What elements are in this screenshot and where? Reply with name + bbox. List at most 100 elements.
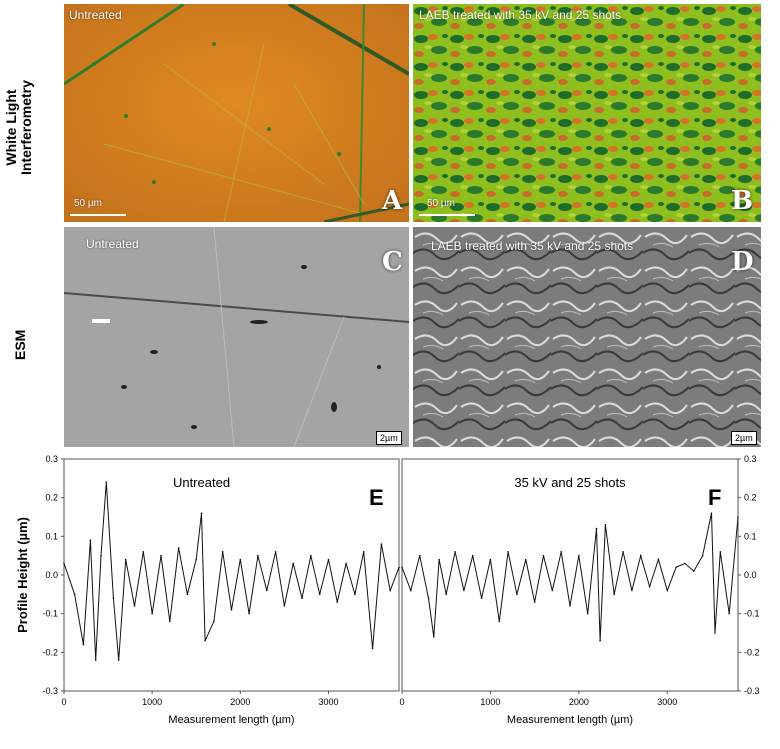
panel-d-scale-label: 2µm: [731, 431, 757, 445]
chart-f-ytick-label: 0.0: [744, 570, 757, 580]
panel-a-image: [64, 4, 409, 222]
chart-e-data-point: [73, 593, 76, 596]
chart-f-data-point: [648, 585, 651, 588]
chart-f-ytick-label: -0.2: [744, 647, 760, 657]
chart-e-panel-letter: E: [369, 485, 384, 510]
chart-e-data-point: [117, 659, 120, 661]
panel-b-image: [413, 4, 761, 222]
panel-c-esm-untreated: Untreated C 2µm: [64, 227, 409, 447]
chart-e-ytick-label: -0.3: [42, 686, 58, 696]
chart-f-data-point: [719, 551, 722, 553]
chart-e-xtick-label: 3000: [318, 697, 338, 707]
chart-f-data-point: [454, 551, 456, 553]
chart-f-data-point: [578, 554, 580, 557]
chart-f-data-point: [445, 593, 448, 596]
row-label-white-light: White Light Interferometry: [3, 80, 34, 175]
chart-e-data-point: [292, 562, 295, 565]
panel-b-wli-treated: LAEB treated with 35 kV and 25 shots B 5…: [413, 4, 761, 222]
panel-c-caption: Untreated: [86, 237, 139, 251]
chart-f-data-point: [701, 554, 704, 557]
chart-f-data-point: [710, 512, 713, 514]
chart-e-data-point: [204, 639, 206, 642]
chart-f-data-point: [613, 593, 616, 596]
panel-d-letter: D: [731, 247, 754, 277]
chart-f-data-point: [418, 554, 421, 557]
chart-f-data-point: [489, 558, 492, 561]
panel-c-scale-label: 2µm: [376, 431, 402, 445]
panel-b-caption: LAEB treated with 35 kV and 25 shots: [419, 8, 622, 22]
chart-e-data-point: [177, 547, 180, 549]
panel-c-image: [64, 227, 409, 447]
chart-e-xlabel: Measurement length (µm): [168, 714, 294, 726]
chart-e-ytick-label: 0.2: [45, 493, 58, 503]
chart-e-data-point: [301, 597, 303, 599]
chart-e-data-point: [168, 620, 171, 623]
chart-f-ytick-label: -0.1: [744, 609, 760, 619]
panel-d-image: [413, 227, 761, 447]
panel-b-scale-bar: [419, 214, 475, 216]
chart-e-data-point: [354, 593, 356, 596]
panel-a-wli-untreated: Untreated A 50 µm: [64, 4, 409, 222]
chart-f-frame: [401, 458, 739, 692]
chart-f-data-point: [599, 639, 601, 642]
chart-e-data-point: [389, 589, 391, 592]
chart-f-data-point: [433, 636, 435, 638]
chart-f-data-point: [471, 554, 474, 557]
chart-e-data-point: [63, 562, 65, 565]
chart-e-data-point: [230, 609, 233, 611]
chart-f-data-point: [498, 620, 501, 623]
chart-f-panel-letter: F: [708, 485, 721, 510]
chart-e-data-point: [112, 597, 115, 599]
panel-a-scale-label: 50 µm: [74, 198, 102, 209]
chart-e-data-point: [89, 539, 92, 541]
chart-e-data-point: [133, 605, 136, 607]
chart-e-data-point: [105, 481, 108, 483]
panel-d-esm-treated: LAEB treated with 35 kV and 25 shots D 2…: [413, 227, 761, 447]
chart-e-data-point: [160, 554, 162, 557]
chart-e-data-point: [371, 647, 374, 650]
chart-e-data-point: [221, 551, 224, 553]
chart-f-ytick-label: 0.2: [744, 493, 757, 503]
panel-b-letter: B: [731, 186, 753, 216]
panel-c-letter: C: [382, 247, 403, 277]
chart-f-ytick-label: -0.3: [744, 686, 760, 696]
chart-e-data-point: [274, 551, 277, 553]
chart-e-data-point: [310, 554, 312, 557]
chart-e-data-point: [124, 558, 127, 561]
chart-e-data-point: [213, 620, 215, 623]
chart-f-data-point: [507, 551, 509, 553]
chart-e-xtick-label: 2000: [230, 697, 250, 707]
chart-e-ytick-label: -0.1: [42, 609, 58, 619]
chart-e-data-point: [283, 605, 286, 607]
chart-f-data-point: [714, 632, 716, 634]
panel-a-letter: A: [382, 186, 403, 216]
chart-e-ytick-label: -0.2: [42, 647, 58, 657]
panel-b-scale-label: 50 µm: [427, 198, 455, 209]
chart-f-data-point: [427, 597, 430, 599]
chart-f-ytick-label: 0.3: [744, 454, 757, 464]
chart-e-frame: [63, 458, 400, 692]
chart-f-series-line: [401, 512, 739, 641]
chart-e-data-point: [239, 558, 242, 561]
chart-f-data-point: [560, 551, 562, 553]
profile-charts: 0.30.20.10.0-0.1-0.2-0.30 1000 2000 3000Mea…: [15, 454, 760, 726]
chart-e-data-point: [200, 512, 203, 514]
chart-e-series-line: [63, 482, 400, 661]
chart-e-data-point: [94, 659, 97, 661]
chart-f-data-point: [524, 558, 527, 561]
chart-f-data-point: [692, 570, 695, 572]
chart-e-data-point: [257, 554, 259, 557]
chart-e-ytick-label: 0.3: [45, 454, 58, 464]
chart-e-data-point: [398, 566, 400, 569]
chart-f-data-point: [631, 589, 633, 592]
chart-f-xtick-label: 3000: [657, 697, 677, 707]
chart-f-xlabel: Measurement length (µm): [507, 714, 633, 726]
chart-f-data-point: [551, 589, 554, 592]
chart-e-data-point: [318, 593, 321, 596]
chart-f-data-point: [463, 589, 465, 592]
row-label-wli-line1: White Light: [3, 89, 19, 166]
chart-f-data-point: [542, 554, 545, 557]
chart-f-data-point: [533, 601, 536, 603]
chart-e-data-point: [380, 543, 383, 545]
chart-f-data-point: [666, 589, 669, 592]
